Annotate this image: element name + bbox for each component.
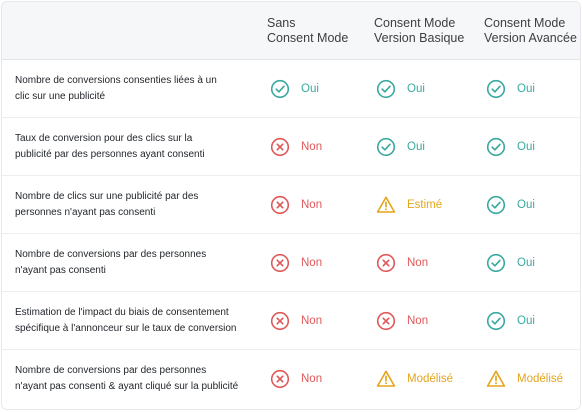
column-header-2: Consent Mode Version Basique bbox=[374, 16, 464, 46]
x-circle-icon bbox=[270, 369, 290, 389]
status-label: Oui bbox=[301, 82, 319, 95]
status-cell: Non bbox=[376, 234, 428, 291]
table-row: Taux de conversion pour des clics sur la… bbox=[2, 118, 580, 176]
column-header-line: Version Avancée bbox=[484, 31, 577, 45]
row-label-line: n'ayant pas consenti bbox=[15, 265, 106, 276]
check-circle-icon bbox=[486, 253, 506, 273]
status-label: Non bbox=[407, 256, 429, 269]
status-cell: Modélisé bbox=[486, 350, 563, 407]
status-cell: Non bbox=[270, 234, 322, 291]
row-label: Estimation de l'impact du biais de conse… bbox=[15, 305, 260, 337]
table-row: Estimation de l'impact du biais de conse… bbox=[2, 292, 580, 350]
column-header-line: Consent Mode bbox=[374, 16, 456, 30]
row-label-line: Nombre de conversions consenties liées à… bbox=[15, 75, 217, 86]
status-cell: Estimé bbox=[376, 176, 442, 233]
x-circle-icon bbox=[270, 253, 290, 273]
status-cell: Oui bbox=[486, 60, 535, 117]
row-label-line: publicité par des personnes ayant consen… bbox=[15, 149, 205, 160]
row-label: Nombre de clics sur une publicité par de… bbox=[15, 189, 260, 221]
x-circle-icon bbox=[270, 311, 290, 331]
status-cell: Oui bbox=[270, 60, 319, 117]
status-label: Modélisé bbox=[407, 372, 454, 385]
table-row: Nombre de conversions consenties liées à… bbox=[2, 60, 580, 118]
row-label: Nombre de conversions par des personnes n… bbox=[15, 247, 260, 279]
column-header-3: Consent Mode Version Avancée bbox=[484, 16, 577, 46]
row-label-line: Nombre de conversions par des personnes bbox=[15, 249, 207, 260]
row-label-line: Nombre de conversions par des personnes bbox=[15, 365, 207, 376]
status-label: Oui bbox=[517, 314, 535, 327]
column-header-line: Consent Mode bbox=[267, 31, 349, 45]
column-header-line: Consent Mode bbox=[484, 16, 566, 30]
status-label: Oui bbox=[407, 82, 425, 95]
table-row: Nombre de clics sur une publicité par de… bbox=[2, 176, 580, 234]
column-header-line: Version Basique bbox=[374, 31, 465, 45]
status-cell: Oui bbox=[376, 60, 425, 117]
row-label-line: Nombre de clics sur une publicité par de… bbox=[15, 191, 199, 202]
row-label: Taux de conversion pour des clics sur la… bbox=[15, 131, 260, 163]
status-cell: Oui bbox=[486, 292, 535, 349]
warning-triangle-icon bbox=[376, 369, 396, 389]
status-label: Non bbox=[301, 256, 323, 269]
check-circle-icon bbox=[376, 137, 396, 157]
status-cell: Oui bbox=[376, 118, 425, 175]
check-circle-icon bbox=[486, 79, 506, 99]
status-label: Non bbox=[301, 140, 323, 153]
row-label-line: clic sur une publicité bbox=[15, 91, 106, 102]
status-cell: Oui bbox=[486, 176, 535, 233]
status-cell: Oui bbox=[486, 234, 535, 291]
x-circle-icon bbox=[376, 253, 396, 273]
row-label-line: spécifique à l'annonceur sur le taux de … bbox=[15, 323, 237, 334]
status-cell: Non bbox=[270, 292, 322, 349]
x-circle-icon bbox=[270, 195, 290, 215]
status-label: Non bbox=[301, 198, 323, 211]
status-label: Oui bbox=[517, 82, 535, 95]
row-label-line: Taux de conversion pour des clics sur la bbox=[15, 133, 193, 144]
status-label: Oui bbox=[407, 140, 425, 153]
status-cell: Oui bbox=[486, 118, 535, 175]
check-circle-icon bbox=[270, 79, 290, 99]
row-label-line: Estimation de l'impact du biais de conse… bbox=[15, 307, 229, 318]
row-label: Nombre de conversions consenties liées à… bbox=[15, 73, 260, 105]
table-row: Nombre de conversions par des personnes n… bbox=[2, 350, 580, 408]
status-label: Non bbox=[407, 314, 429, 327]
status-label: Oui bbox=[517, 140, 535, 153]
status-cell: Non bbox=[270, 176, 322, 233]
row-label: Nombre de conversions par des personnes n… bbox=[15, 363, 260, 395]
x-circle-icon bbox=[270, 137, 290, 157]
check-circle-icon bbox=[486, 137, 506, 157]
row-label-line: n'ayant pas consenti & ayant cliqué sur … bbox=[15, 381, 239, 392]
status-cell: Non bbox=[270, 118, 322, 175]
check-circle-icon bbox=[486, 311, 506, 331]
warning-triangle-icon bbox=[486, 369, 506, 389]
column-header-line: Sans bbox=[267, 16, 296, 30]
status-label: Modélisé bbox=[517, 372, 564, 385]
table-header: Sans Consent Mode Consent Mode Version Basi… bbox=[2, 2, 580, 60]
x-circle-icon bbox=[376, 311, 396, 331]
check-circle-icon bbox=[376, 79, 396, 99]
row-label-line: personnes n'ayant pas consenti bbox=[15, 207, 156, 218]
warning-triangle-icon bbox=[376, 195, 396, 215]
status-label: Non bbox=[301, 372, 323, 385]
status-label: Oui bbox=[517, 256, 535, 269]
status-cell: Non bbox=[270, 350, 322, 407]
status-label: Non bbox=[301, 314, 323, 327]
status-cell: Non bbox=[376, 292, 428, 349]
table-row: Nombre de conversions par des personnes n… bbox=[2, 234, 580, 292]
status-cell: Modélisé bbox=[376, 350, 453, 407]
check-circle-icon bbox=[486, 195, 506, 215]
status-label: Estimé bbox=[407, 198, 443, 211]
column-header-1: Sans Consent Mode bbox=[267, 16, 348, 46]
status-label: Oui bbox=[517, 198, 535, 211]
